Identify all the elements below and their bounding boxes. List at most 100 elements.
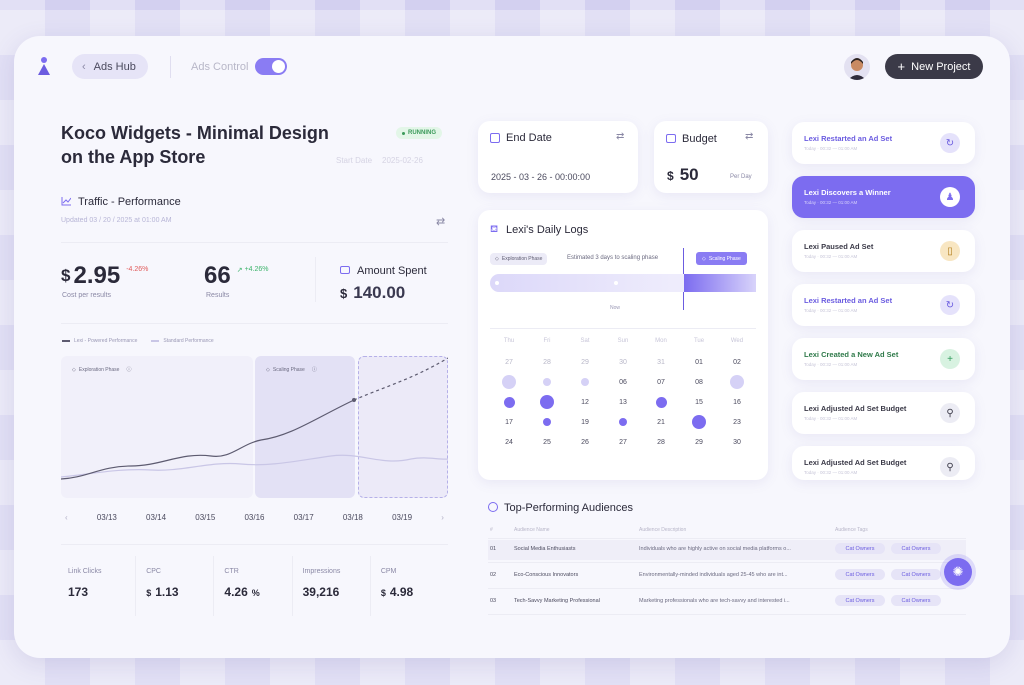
forecast-line (353, 357, 448, 401)
sparkle-fab-button[interactable]: ✺ (944, 558, 972, 586)
audience-tag[interactable]: Cat Owners (891, 569, 941, 580)
daily-logs-card: ⛾ Lexi's Daily Logs ◇ Exploration Phase E… (478, 210, 768, 480)
calendar-day[interactable] (528, 378, 566, 386)
calendar-day[interactable]: 30 (619, 358, 627, 366)
activity-item[interactable]: Lexi Restarted an Ad Set Today · 00:32 —… (792, 284, 975, 326)
cost-metric: $ 2.95 -4.26% (61, 262, 149, 289)
calendar-day[interactable] (718, 375, 756, 389)
calendar-day[interactable] (604, 418, 642, 426)
calendar-day[interactable]: 17 (505, 418, 513, 426)
info-icon: ⓘ (311, 367, 317, 373)
calendar-day[interactable] (528, 395, 566, 409)
calendar-day[interactable]: 25 (543, 438, 551, 446)
wallet-icon (340, 266, 350, 274)
activity-item[interactable]: Lexi Paused Ad Set Today · 00:32 — 01:00… (792, 230, 975, 272)
calendar-day[interactable]: 27 (505, 358, 513, 366)
end-date-title: End Date (506, 132, 552, 144)
now-point (352, 398, 356, 402)
calendar-day[interactable]: 08 (695, 378, 703, 386)
activity-title: Lexi Paused Ad Set (804, 242, 874, 251)
activity-time: Today · 00:32 — 01:00 AM (804, 254, 858, 259)
end-date-card: End Date ⇄ 2025 - 03 - 26 - 00:00:00 (478, 121, 638, 193)
divider (315, 257, 316, 302)
activity-item[interactable]: Lexi Discovers a Winner Today · 00:32 — … (792, 176, 975, 218)
audience-tag[interactable]: Cat Owners (835, 543, 885, 554)
activity-item[interactable]: Lexi Created a New Ad Set Today · 00:32 … (792, 338, 975, 380)
budget-card: Budget ⇄ $ 50 Per Day (654, 121, 768, 193)
activity-title: Lexi Created a New Ad Set (804, 350, 899, 359)
calendar-day[interactable]: 23 (733, 418, 741, 426)
calendar-day[interactable]: 28 (543, 358, 551, 366)
phase-region-forecast (358, 356, 448, 498)
phase-chip-exploration[interactable]: ◇ Exploration Phase (490, 253, 548, 265)
phase-chip-scaling[interactable]: ◇ Scaling Phase (696, 252, 747, 265)
calendar-day[interactable]: 29 (695, 438, 703, 446)
calendar-day[interactable] (566, 378, 604, 386)
calendar-day[interactable]: 21 (657, 418, 665, 426)
calendar-week-row: 17 19 21 23 (490, 412, 756, 432)
tag-icon: ◇ (72, 366, 76, 373)
audience-tag[interactable]: Cat Owners (835, 569, 885, 580)
calendar-day[interactable]: 26 (581, 438, 589, 446)
stat-impressions: Impressions 39,216 (293, 556, 371, 616)
activity-dot (543, 418, 551, 426)
results-label: Results (206, 292, 230, 299)
refresh-icon: ↻ (940, 295, 960, 315)
calendar-day[interactable]: 29 (581, 358, 589, 366)
avatar[interactable] (844, 54, 870, 80)
tag-icon: ◇ (495, 256, 499, 262)
calendar-day[interactable] (490, 396, 528, 408)
swap-icon[interactable]: ⇄ (616, 131, 625, 142)
plus-icon: + (940, 349, 960, 369)
stat-link-clicks: Link Clicks 173 (61, 556, 137, 616)
lexi-performance-line (61, 399, 355, 480)
end-date-value[interactable]: 2025 - 03 - 26 - 00:00:00 (491, 172, 591, 182)
start-date: Start Date 2025-02-26 (336, 156, 423, 165)
calendar-day[interactable] (680, 415, 718, 429)
calendar-day[interactable]: 12 (581, 398, 589, 406)
audience-tag[interactable]: Cat Owners (835, 595, 885, 606)
table-row[interactable]: 01 Social Media Enthusiasts Individuals wh… (490, 542, 960, 558)
ads-control-toggle[interactable] (255, 58, 287, 75)
chevron-right-icon[interactable]: › (441, 512, 444, 522)
swap-icon[interactable]: ⇄ (436, 216, 446, 228)
calendar-day[interactable]: 13 (619, 398, 627, 406)
audience-tag[interactable]: Cat Owners (891, 543, 941, 554)
calendar-day[interactable]: 01 (695, 358, 703, 366)
table-row[interactable]: 03 Tech-Savvy Marketing Professional Marke… (490, 594, 960, 610)
calendar-day[interactable]: 28 (657, 438, 665, 446)
divider (61, 544, 448, 545)
weekday-row: Thu Fri Sat Sun Mon Tue Wed (503, 338, 744, 344)
calendar-day[interactable]: 31 (657, 358, 665, 366)
activity-item[interactable]: Lexi Adjusted Ad Set Budget Today · 00:3… (792, 446, 975, 480)
calendar-day[interactable]: 16 (733, 398, 741, 406)
table-row[interactable]: 02 Eco-Conscious Innovators Environmentall… (490, 568, 960, 584)
new-project-button[interactable]: + New Project (885, 54, 983, 79)
activity-item[interactable]: Lexi Restarted an Ad Set Today · 00:32 —… (792, 122, 975, 164)
phase-label-scaling: ◇ Scaling Phase ⓘ (266, 366, 317, 374)
chevron-left-icon[interactable]: ‹ (65, 512, 68, 522)
calendar-day[interactable]: 06 (619, 378, 627, 386)
calendar-day[interactable] (490, 375, 528, 389)
calendar-day[interactable] (642, 396, 680, 408)
audience-tag[interactable]: Cat Owners (891, 595, 941, 606)
calendar-day[interactable]: 15 (695, 398, 703, 406)
audience-description: Individuals who are highly active on soc… (639, 546, 791, 552)
calendar-day[interactable]: 07 (657, 378, 665, 386)
activity-title: Lexi Adjusted Ad Set Budget (804, 458, 907, 467)
swap-icon[interactable]: ⇄ (745, 131, 754, 142)
activity-item[interactable]: Lexi Adjusted Ad Set Budget Today · 00:3… (792, 392, 975, 434)
activity-dot (581, 378, 589, 386)
stat-cpm: CPM $4.98 (380, 568, 414, 599)
progress-scaling (684, 274, 756, 292)
back-button[interactable]: ‹ Ads Hub (72, 54, 148, 79)
calendar-day[interactable] (528, 418, 566, 426)
calendar-day[interactable]: 19 (581, 418, 589, 426)
row-number: 01 (490, 546, 497, 552)
progress-dot (495, 281, 499, 285)
activity-dot (503, 396, 515, 408)
calendar-day[interactable]: 30 (733, 438, 741, 446)
calendar-day[interactable]: 24 (505, 438, 513, 446)
calendar-day[interactable]: 27 (619, 438, 627, 446)
calendar-day[interactable]: 02 (733, 358, 741, 366)
